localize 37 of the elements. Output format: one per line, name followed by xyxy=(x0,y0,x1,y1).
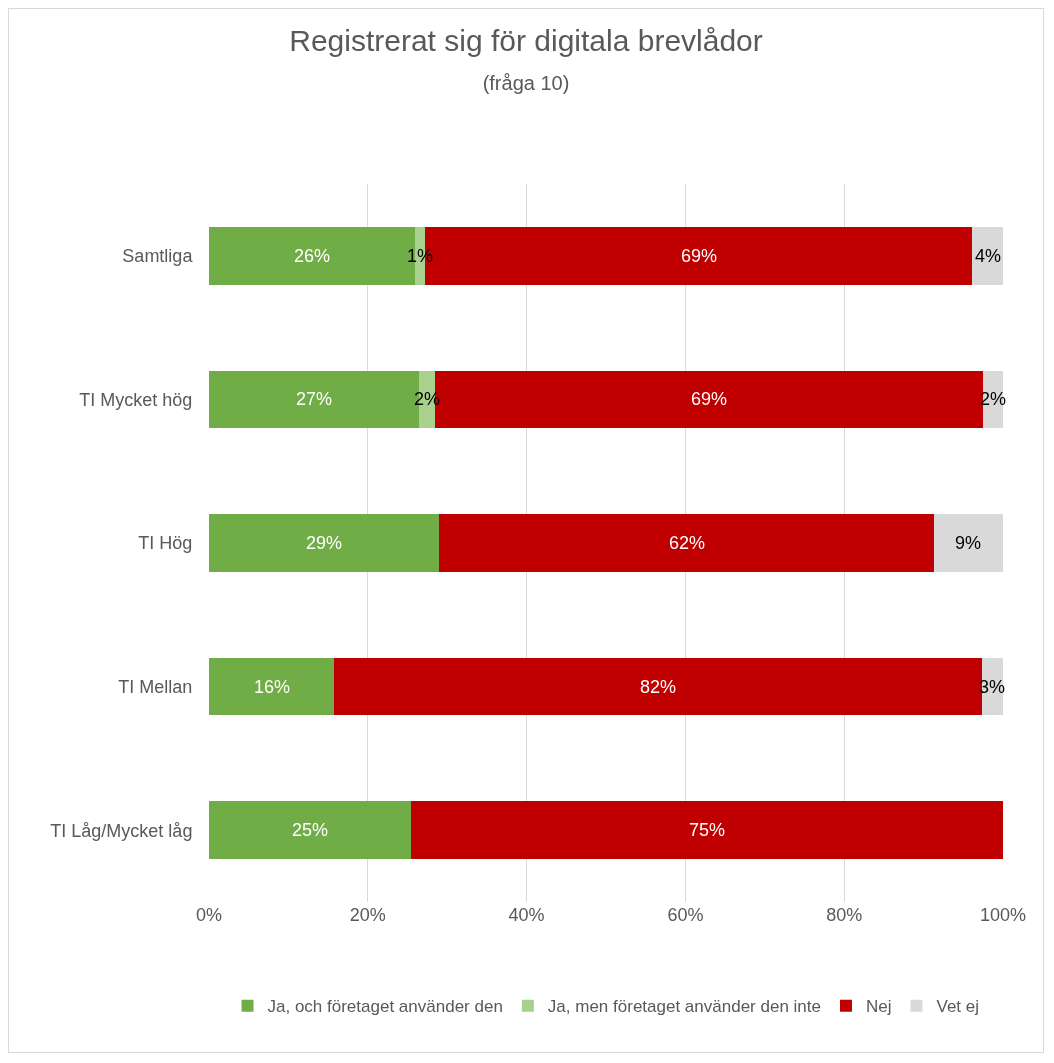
legend-label: Vet ej xyxy=(936,997,980,1017)
data-label: 9% xyxy=(955,533,982,553)
data-label: 82% xyxy=(640,677,677,697)
bar xyxy=(972,227,1003,285)
data-label: 4% xyxy=(975,246,1002,266)
x-tick-label: 40% xyxy=(508,905,545,925)
x-tick-label: 100% xyxy=(979,905,1027,925)
data-label: 27% xyxy=(296,389,333,409)
chart-title: Registrerat sig för digitala brevlådor xyxy=(289,23,763,57)
bar xyxy=(439,514,934,572)
y-tick-label: TI Mellan xyxy=(118,676,193,697)
bar xyxy=(334,657,982,716)
chart-subtitle: (fråga 10) xyxy=(482,71,570,94)
x-tick-label: 60% xyxy=(667,905,704,925)
data-label: 75% xyxy=(689,820,726,840)
y-tick-label: Samtliga xyxy=(122,246,194,267)
y-tick-label: TI Låg/Mycket låg xyxy=(50,820,193,841)
legend-label: Ja, och företaget använder den xyxy=(267,997,503,1017)
y-tick-label: TI Mycket hög xyxy=(79,389,193,410)
x-tick-label: 0% xyxy=(195,905,223,925)
data-label: 69% xyxy=(691,389,728,409)
data-label: 25% xyxy=(292,820,329,840)
bar xyxy=(410,801,1003,859)
legend-label: Nej xyxy=(865,997,892,1017)
bar xyxy=(933,514,1003,572)
bar xyxy=(209,801,411,859)
data-label: 26% xyxy=(294,246,331,266)
y-tick-label: TI Hög xyxy=(138,533,193,554)
data-label: 69% xyxy=(681,246,718,266)
data-label: 29% xyxy=(306,533,343,553)
data-label: 62% xyxy=(669,533,706,553)
bar xyxy=(209,657,335,716)
x-tick-label: 80% xyxy=(826,905,863,925)
x-tick-label: 20% xyxy=(349,905,386,925)
legend-label: Ja, men företaget använder den inte xyxy=(547,997,821,1017)
data-label: 16% xyxy=(254,677,291,697)
bar xyxy=(209,514,440,572)
